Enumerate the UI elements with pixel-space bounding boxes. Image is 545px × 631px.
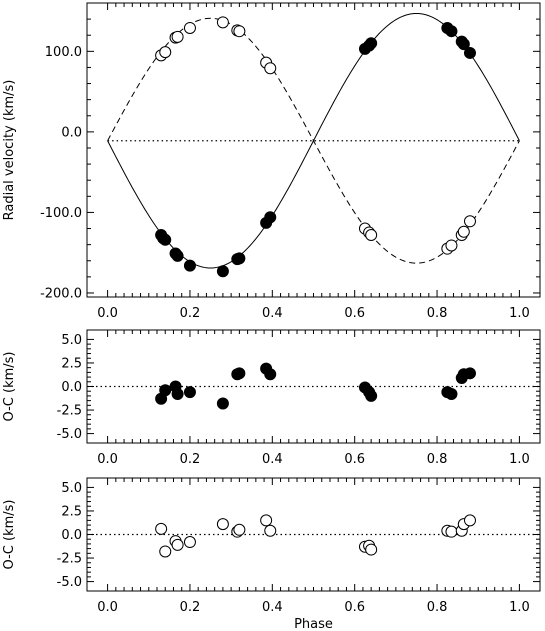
secondary-data-point bbox=[445, 239, 458, 252]
x-tick-label: 0.0 bbox=[97, 600, 118, 615]
x-tick-label: 0.0 bbox=[97, 306, 118, 321]
secondary-data-point bbox=[264, 524, 277, 537]
x-tick-label: 0.8 bbox=[427, 600, 448, 615]
secondary-data-point bbox=[183, 536, 196, 549]
x-tick-label: 0.4 bbox=[262, 452, 283, 467]
secondary-data-point bbox=[365, 543, 378, 556]
x-tick-label: 0.6 bbox=[344, 306, 365, 321]
primary-data-point bbox=[365, 389, 378, 402]
oc-secondary-panel: 0.0 0.2 0.4 0.6 0.8 1.0 -5.0 -2.5 0.0 2.5 5.0 O-C (… bbox=[2, 477, 541, 631]
secondary-data-point bbox=[171, 30, 184, 43]
primary-data-point bbox=[216, 265, 229, 278]
x-tick-label: 0.2 bbox=[180, 306, 201, 321]
secondary-data-point bbox=[233, 523, 246, 536]
x-tick-label: 1.0 bbox=[509, 452, 530, 467]
secondary-data-point bbox=[171, 538, 184, 551]
y-tick-label: -5.0 bbox=[57, 575, 82, 590]
primary-data-point bbox=[183, 386, 196, 399]
primary-data-point bbox=[463, 46, 476, 59]
y-tick-label: -200.0 bbox=[40, 286, 82, 301]
secondary-data-point bbox=[260, 514, 273, 527]
primary-data-point bbox=[264, 211, 277, 224]
plot-frame bbox=[86, 2, 541, 298]
y-tick-label: -2.5 bbox=[57, 552, 82, 567]
y-tick-label: 0.0 bbox=[61, 528, 82, 543]
y-tick-label: 100.0 bbox=[45, 45, 82, 60]
x-tick-label: 0.6 bbox=[344, 600, 365, 615]
x-axis-label: Phase bbox=[294, 617, 333, 631]
secondary-data-point bbox=[159, 545, 172, 558]
y-axis-label: O-C (km/s) bbox=[2, 352, 17, 422]
primary-data-point bbox=[445, 25, 458, 38]
secondary-data-point bbox=[457, 225, 470, 238]
secondary-orbit-curve bbox=[107, 17, 520, 264]
oc-primary-panel: 0.0 0.2 0.4 0.6 0.8 1.0 -5.0 -2.5 0.0 2.5 5.0 O-C (… bbox=[2, 329, 541, 467]
primary-data-point bbox=[159, 384, 172, 397]
primary-data-point bbox=[183, 259, 196, 272]
primary-data-point bbox=[233, 367, 246, 380]
x-tick-label: 0.2 bbox=[180, 452, 201, 467]
secondary-data-point bbox=[463, 215, 476, 228]
secondary-data-point bbox=[159, 46, 172, 59]
secondary-data-point bbox=[233, 25, 246, 38]
x-tick-label: 0.6 bbox=[344, 452, 365, 467]
secondary-data-point bbox=[155, 522, 168, 535]
y-tick-label: 0.0 bbox=[61, 380, 82, 395]
y-tick-label: 0.0 bbox=[61, 125, 82, 140]
y-tick-label: -5.0 bbox=[57, 427, 82, 442]
y-tick-label: -100.0 bbox=[40, 206, 82, 221]
x-tick-label: 1.0 bbox=[509, 600, 530, 615]
secondary-data-point bbox=[264, 62, 277, 75]
primary-data-point bbox=[264, 368, 277, 381]
y-tick-label: 5.0 bbox=[61, 481, 82, 496]
primary-data-point bbox=[365, 37, 378, 50]
y-axis-label: O-C (km/s) bbox=[2, 500, 17, 570]
secondary-data-point bbox=[216, 16, 229, 29]
primary-data-point bbox=[457, 38, 470, 51]
primary-data-point bbox=[463, 367, 476, 380]
y-tick-label: 2.5 bbox=[61, 504, 82, 519]
primary-data-point bbox=[445, 388, 458, 401]
secondary-data-point bbox=[183, 21, 196, 34]
y-tick-label: -2.5 bbox=[57, 404, 82, 419]
x-tick-label: 0.4 bbox=[262, 600, 283, 615]
secondary-data-point bbox=[216, 518, 229, 531]
y-tick-label: 5.0 bbox=[61, 333, 82, 348]
primary-data-point bbox=[233, 252, 246, 265]
secondary-data-point bbox=[365, 228, 378, 241]
x-tick-label: 0.4 bbox=[262, 306, 283, 321]
secondary-data-point bbox=[445, 525, 458, 538]
x-tick-label: 0.0 bbox=[97, 452, 118, 467]
x-tick-label: 0.2 bbox=[180, 600, 201, 615]
y-axis-label: Radial velocity (km/s) bbox=[2, 80, 17, 221]
primary-data-point bbox=[216, 397, 229, 410]
x-tick-label: 0.8 bbox=[427, 452, 448, 467]
secondary-data-point bbox=[463, 514, 476, 527]
x-tick-label: 0.8 bbox=[427, 306, 448, 321]
primary-data-point bbox=[171, 388, 184, 401]
primary-data-point bbox=[171, 249, 184, 262]
primary-data-point bbox=[159, 233, 172, 246]
rv-panel: 0.0 0.2 0.4 0.6 0.8 1.0 -200.0 -100.0 0.0 100.0 Ra… bbox=[2, 2, 541, 321]
x-tick-label: 1.0 bbox=[509, 306, 530, 321]
y-tick-label: 2.5 bbox=[61, 356, 82, 371]
